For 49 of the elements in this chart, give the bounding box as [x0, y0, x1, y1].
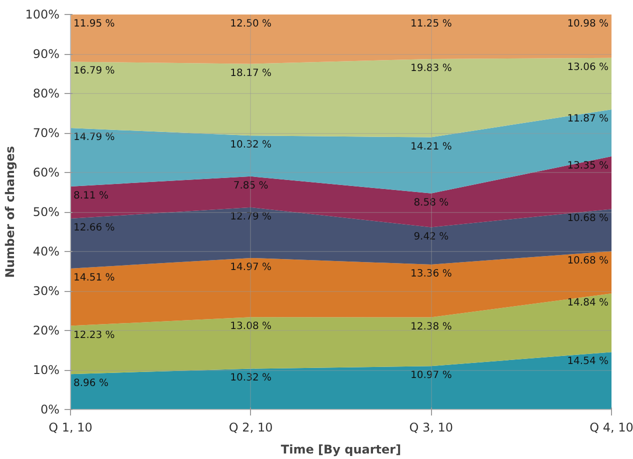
y-tick-label: 80% [32, 86, 60, 100]
data-label: 19.83 % [410, 62, 452, 74]
data-label: 10.68 % [567, 213, 609, 224]
data-label: 14.84 % [567, 297, 609, 308]
x-tick-label: Q 2, 10 [228, 420, 273, 434]
data-label: 11.95 % [74, 18, 115, 30]
y-tick-label: 20% [32, 324, 60, 338]
x-axis-title: Time [By quarter] [280, 442, 402, 456]
data-label: 11.87 % [567, 113, 609, 124]
data-label: 12.79 % [230, 211, 272, 222]
data-label: 12.38 % [410, 321, 452, 332]
data-label: 14.51 % [74, 272, 115, 284]
y-tick-label: 90% [32, 47, 60, 61]
x-tick-label: Q 1, 10 [48, 420, 92, 434]
x-tick-label: Q 3, 10 [409, 420, 454, 434]
data-label: 10.97 % [410, 370, 452, 382]
data-label: 14.54 % [567, 356, 609, 368]
data-label: 9.42 % [414, 231, 449, 242]
y-tick-label: 100% [25, 8, 60, 22]
data-label: 10.32 % [230, 140, 272, 151]
data-label: 12.23 % [74, 330, 115, 341]
data-label: 16.79 % [74, 66, 115, 77]
data-label: 10.68 % [567, 255, 609, 266]
data-label: 8.11 % [74, 190, 108, 202]
data-label: 8.96 % [74, 378, 108, 390]
y-tick-label: 60% [32, 166, 60, 180]
y-tick-label: 10% [32, 363, 60, 377]
data-label: 10.32 % [230, 372, 272, 384]
data-label: 12.66 % [74, 222, 115, 234]
data-label: 18.17 % [230, 68, 272, 79]
data-label: 12.50 % [230, 18, 272, 30]
y-axis-title: Number of changes [3, 146, 18, 278]
data-label: 7.85 % [233, 180, 268, 192]
data-label: 11.25 % [410, 18, 452, 30]
data-label: 14.97 % [230, 262, 272, 273]
data-label: 8.58 % [414, 197, 449, 208]
y-tick-label: 30% [32, 284, 60, 298]
data-label: 13.08 % [230, 321, 272, 332]
y-tick-label: 70% [32, 126, 60, 140]
y-tick-label: 40% [32, 244, 60, 258]
y-tick-label: 0% [40, 402, 60, 416]
x-tick-label: Q 4, 10 [590, 420, 633, 434]
data-label: 10.98 % [567, 18, 609, 30]
data-label: 13.06 % [567, 62, 609, 73]
data-label: 14.79 % [74, 132, 115, 144]
data-label: 13.35 % [567, 160, 609, 172]
data-label: 14.21 % [410, 141, 452, 152]
y-tick-label: 50% [32, 205, 60, 219]
data-label: 13.36 % [410, 268, 452, 280]
